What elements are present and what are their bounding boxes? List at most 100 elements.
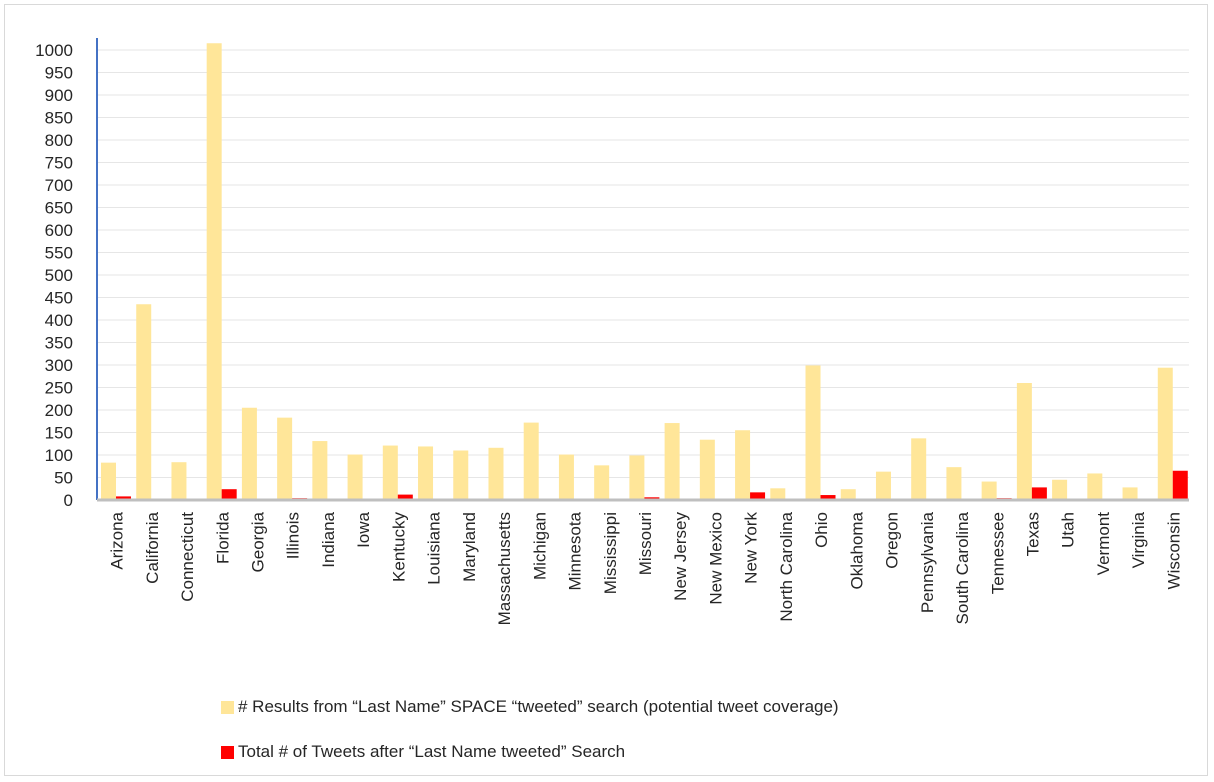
bar-results xyxy=(171,462,187,500)
x-tick-label: Indiana xyxy=(319,511,338,567)
bar-results xyxy=(1087,473,1103,500)
bar-results xyxy=(277,417,293,500)
x-tick-label: Ohio xyxy=(812,512,831,548)
bars xyxy=(101,43,1188,500)
y-tick-label: 250 xyxy=(45,379,73,398)
bar-results xyxy=(523,422,539,500)
y-tick-label: 1000 xyxy=(35,41,73,60)
y-tick-label: 850 xyxy=(45,109,73,128)
x-tick-label: Oklahoma xyxy=(847,511,866,589)
bar-tweets xyxy=(1172,470,1188,500)
x-tick-label: Pennsylvania xyxy=(918,511,937,613)
y-tick-label: 350 xyxy=(45,334,73,353)
bar-results xyxy=(594,465,610,500)
legend-label-results: # Results from “Last Name” SPACE “tweete… xyxy=(238,697,839,716)
bar-results xyxy=(805,365,821,500)
bar-results xyxy=(382,445,398,500)
bar-results xyxy=(558,454,574,500)
bar-results xyxy=(911,438,927,500)
bar-results xyxy=(629,455,645,500)
bar-results xyxy=(664,423,680,500)
x-axis-tick-labels: Arizona California Connecticut Florida Georg… xyxy=(108,511,1184,625)
legend-label-tweets: Total # of Tweets after “Last Name tweet… xyxy=(238,742,626,761)
y-tick-label: 450 xyxy=(45,289,73,308)
bar-tweets xyxy=(1031,487,1047,500)
y-tick-label: 900 xyxy=(45,86,73,105)
bar-results xyxy=(312,441,328,500)
y-tick-label: 300 xyxy=(45,356,73,375)
chart-frame: 0 50 100 150 200 250 300 350 400 450 500 550 600 650 7… xyxy=(4,4,1208,776)
x-tick-label: Michigan xyxy=(530,512,549,580)
x-tick-label: Virginia xyxy=(1129,511,1148,568)
x-tick-label: Wisconsin xyxy=(1164,512,1183,589)
bar-results xyxy=(770,488,786,500)
x-tick-label: California xyxy=(143,511,162,583)
bar-results xyxy=(981,481,997,500)
bar-chart: 0 50 100 150 200 250 300 350 400 450 500 550 600 650 7… xyxy=(35,38,1189,625)
x-tick-label: New Jersey xyxy=(671,512,690,601)
bar-results xyxy=(136,304,152,500)
bar-results xyxy=(418,446,434,500)
bar-results xyxy=(347,454,363,500)
y-tick-label: 800 xyxy=(45,131,73,150)
x-tick-label: Tennessee xyxy=(988,512,1007,594)
bar-results xyxy=(453,450,469,500)
legend-item-results: # Results from “Last Name” SPACE “tweete… xyxy=(221,697,839,717)
y-tick-label: 650 xyxy=(45,199,73,218)
bar-results xyxy=(241,407,257,500)
y-tick-label: 700 xyxy=(45,176,73,195)
y-axis-tick-labels: 0 50 100 150 200 250 300 350 400 450 500 550 600 650 7… xyxy=(35,41,73,510)
x-tick-label: Illinois xyxy=(284,512,303,559)
x-tick-label: Arizona xyxy=(108,511,127,569)
bar-results xyxy=(101,462,116,500)
bar-results xyxy=(840,489,856,500)
x-tick-label: Florida xyxy=(213,511,232,564)
legend-swatch-tweets xyxy=(221,745,234,759)
bar-results xyxy=(488,447,504,500)
bar-results xyxy=(206,43,222,500)
bar-results xyxy=(735,430,751,500)
y-tick-label: 150 xyxy=(45,424,73,443)
y-tick-label: 200 xyxy=(45,401,73,420)
x-tick-label: Texas xyxy=(1023,512,1042,556)
gridlines xyxy=(97,49,1189,501)
legend-item-tweets: Total # of Tweets after “Last Name tweet… xyxy=(221,742,625,762)
x-tick-label: Utah xyxy=(1059,512,1078,548)
bar-tweets xyxy=(820,495,836,500)
x-tick-label: New Mexico xyxy=(706,512,725,605)
y-tick-label: 400 xyxy=(45,311,73,330)
x-tick-label: North Carolina xyxy=(777,511,796,621)
y-tick-label: 950 xyxy=(45,64,73,83)
x-tick-label: Louisiana xyxy=(425,511,444,584)
y-tick-label: 100 xyxy=(45,446,73,465)
bar-results xyxy=(1052,479,1068,500)
y-tick-label: 750 xyxy=(45,154,73,173)
x-tick-label: Missouri xyxy=(636,512,655,575)
x-tick-label: Oregon xyxy=(883,512,902,569)
x-tick-label: Kentucky xyxy=(389,512,408,582)
bar-tweets xyxy=(221,489,237,500)
y-tick-label: 0 xyxy=(64,491,73,510)
x-tick-label: Mississippi xyxy=(601,512,620,594)
legend-swatch-results xyxy=(221,700,234,714)
x-tick-label: Vermont xyxy=(1094,512,1113,576)
x-tick-label: Iowa xyxy=(354,511,373,547)
x-tick-label: Maryland xyxy=(460,512,479,582)
bar-results xyxy=(946,467,962,500)
bar-results xyxy=(1122,487,1138,500)
y-tick-label: 50 xyxy=(54,469,73,488)
x-tick-label: Georgia xyxy=(249,511,268,572)
y-tick-label: 500 xyxy=(45,266,73,285)
x-tick-label: Minnesota xyxy=(566,511,585,590)
y-tick-label: 550 xyxy=(45,244,73,263)
bar-results xyxy=(1157,367,1173,500)
y-tick-label: 600 xyxy=(45,221,73,240)
x-tick-label: South Carolina xyxy=(953,511,972,624)
bar-results xyxy=(699,439,715,500)
bar-results xyxy=(875,471,891,500)
bar-tweets xyxy=(397,494,413,500)
bar-results xyxy=(1016,383,1032,500)
x-tick-label: Massachusetts xyxy=(495,512,514,625)
x-tick-label: Connecticut xyxy=(178,512,197,602)
bar-tweets xyxy=(750,492,766,500)
